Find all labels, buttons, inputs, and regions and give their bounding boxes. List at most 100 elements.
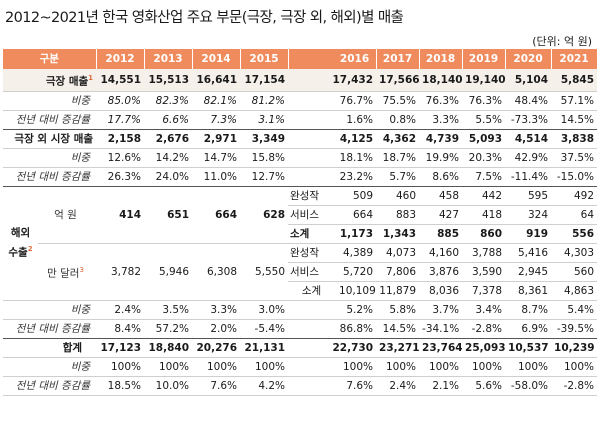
cell: 4,073	[376, 243, 420, 263]
cell: 100%	[144, 357, 193, 377]
cell: 8.4%	[96, 319, 145, 339]
cell: 14.5%	[551, 110, 598, 130]
cell: 3,838	[551, 129, 598, 149]
cell: 2.0%	[192, 319, 241, 339]
cell: 82.1%	[192, 91, 241, 111]
cell: 492	[551, 186, 598, 206]
cell: 2,945	[505, 262, 552, 282]
cell: 24.0%	[144, 167, 193, 187]
cell: 76.7%	[288, 91, 377, 111]
cell: 18,140	[419, 69, 463, 92]
cell: 21,131	[240, 338, 289, 358]
row-label: 비중	[3, 300, 97, 320]
cell: 5,550	[240, 243, 289, 301]
cell: 11.0%	[192, 167, 241, 187]
cell: 7,378	[462, 281, 506, 301]
sub-label: 소계	[288, 224, 337, 244]
table-row-theater-growth: 전년 대비 증감률 17.7% 6.6% 7.3% 3.1% 1.6% 0.8%…	[3, 110, 598, 130]
sales-table: 구분 2012 2013 2014 2015 2016 2017 2018 20…	[3, 49, 598, 396]
header-year: 2014	[192, 49, 241, 69]
cell: 860	[462, 224, 506, 244]
cell: 14,551	[96, 69, 145, 92]
cell: 5,093	[462, 129, 506, 149]
overseas-group-label: 해외 수출2	[3, 186, 38, 301]
cell: 11,879	[376, 281, 420, 301]
cell: 75.5%	[376, 91, 420, 111]
cell: 8.6%	[419, 167, 463, 187]
sub-label: 완성작	[288, 243, 337, 263]
header-year: 2020	[505, 49, 552, 69]
cell: 919	[505, 224, 552, 244]
cell: 17.7%	[96, 110, 145, 130]
cell: 18.1%	[288, 148, 377, 168]
cell: 76.3%	[419, 91, 463, 111]
table-row-non-theater-share: 비중 12.6% 14.2% 14.7% 15.8% 18.1% 18.7% 1…	[3, 148, 598, 168]
cell: 42.9%	[505, 148, 552, 168]
cell: 442	[462, 186, 506, 206]
cell: 4,125	[288, 129, 377, 149]
sub-label: 완성작	[288, 186, 337, 206]
cell: 18.7%	[376, 148, 420, 168]
cell: 595	[505, 186, 552, 206]
cell: 885	[419, 224, 463, 244]
cell: 12.6%	[96, 148, 145, 168]
cell: 3,590	[462, 262, 506, 282]
sub-label: 서비스	[288, 262, 337, 282]
cell: 0.8%	[376, 110, 420, 130]
cell: 5.2%	[288, 300, 377, 320]
cell: 81.2%	[240, 91, 289, 111]
cell: 16,641	[192, 69, 241, 92]
table-row-total-growth: 전년 대비 증감률 18.5% 10.0% 7.6% 4.2% 7.6% 2.4…	[3, 376, 598, 396]
cell: -11.4%	[505, 167, 552, 187]
cell: 15,513	[144, 69, 193, 92]
table-row-overseas-usd-finished: 만 달러3 3,782 5,946 6,308 5,550 완성작 4,389 …	[3, 243, 598, 301]
krw-label: 억 원	[38, 186, 97, 244]
row-label: 비중	[3, 148, 97, 168]
cell: 8.7%	[505, 300, 552, 320]
cell: 5,104	[505, 69, 552, 92]
cell: 4,514	[505, 129, 552, 149]
cell: 4.2%	[240, 376, 289, 396]
cell: 14.5%	[376, 319, 420, 339]
header-year: 2012	[96, 49, 145, 69]
row-label: 비중	[3, 91, 97, 111]
cell: -58.0%	[505, 376, 552, 396]
cell: 100%	[462, 357, 506, 377]
cell: 4,863	[551, 281, 598, 301]
cell: 628	[240, 186, 289, 244]
row-label: 전년 대비 증감률	[3, 319, 97, 339]
table-row-theater-sales: 극장 매출1 14,551 15,513 16,641 17,154 17,43…	[3, 69, 598, 92]
cell: 25,093	[462, 338, 506, 358]
sub-label: 소계	[288, 281, 337, 301]
cell: 14.2%	[144, 148, 193, 168]
cell: 23.2%	[288, 167, 377, 187]
usd-label: 만 달러3	[38, 243, 97, 301]
row-label: 극장 매출1	[3, 69, 97, 92]
cell: -2.8%	[551, 376, 598, 396]
cell: 100%	[419, 357, 463, 377]
cell: 7.5%	[462, 167, 506, 187]
cell: 509	[336, 186, 377, 206]
cell: 458	[419, 186, 463, 206]
cell: 460	[376, 186, 420, 206]
cell: -73.3%	[505, 110, 552, 130]
cell: 8,361	[505, 281, 552, 301]
row-label: 전년 대비 증감률	[3, 110, 97, 130]
row-label: 합계	[3, 338, 97, 358]
cell: 26.3%	[96, 167, 145, 187]
header-year: 2018	[419, 49, 463, 69]
cell: 100%	[240, 357, 289, 377]
table-row-overseas-krw-service: 서비스 664 883 427 418 324 64	[3, 205, 598, 225]
table-row-non-theater-growth: 전년 대비 증감률 26.3% 24.0% 11.0% 12.7% 23.2% …	[3, 167, 598, 187]
cell: 427	[419, 205, 463, 225]
header-label: 구분	[3, 49, 97, 69]
row-label: 비중	[3, 357, 97, 377]
cell: 2,158	[96, 129, 145, 149]
header-year: 2013	[144, 49, 193, 69]
cell: -34.1%	[419, 319, 463, 339]
cell: 3.7%	[419, 300, 463, 320]
cell: 5.7%	[376, 167, 420, 187]
cell: 100%	[376, 357, 420, 377]
header-year: 2016	[288, 49, 377, 69]
cell: 82.3%	[144, 91, 193, 111]
